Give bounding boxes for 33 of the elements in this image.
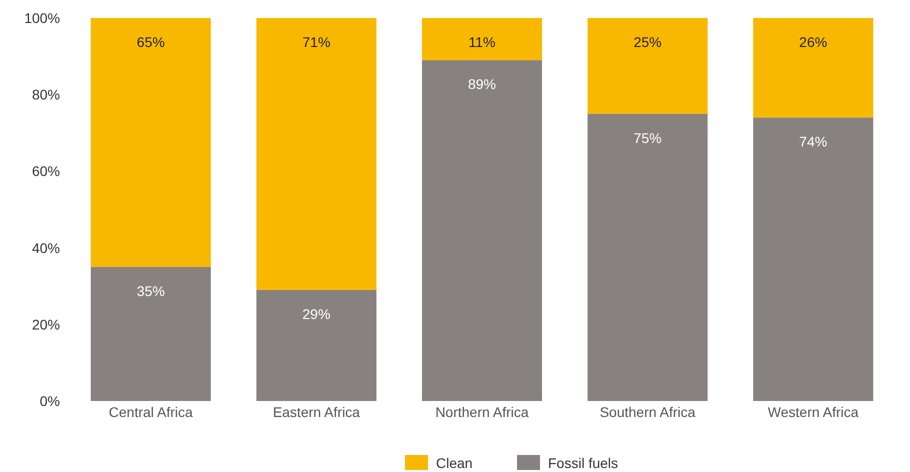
x-tick-label: Central Africa	[108, 404, 194, 420]
legend-label: Fossil fuels	[548, 455, 618, 471]
text: 89%	[468, 76, 496, 92]
bar	[256, 18, 376, 290]
bar	[753, 18, 874, 118]
y-tick-label: 0%	[40, 393, 60, 409]
y-tick-label: 100%	[24, 10, 60, 26]
text: 75%	[634, 130, 662, 146]
bar	[422, 18, 542, 60]
bar	[422, 60, 542, 401]
x-tick-label: Western Africa	[768, 404, 859, 420]
text: 29%	[302, 306, 330, 322]
bar	[588, 114, 708, 401]
bar	[90, 18, 211, 267]
text: 35%	[136, 282, 165, 299]
text: 25%	[634, 34, 662, 50]
bar	[90, 266, 211, 401]
y-tick-label: 40%	[32, 240, 60, 256]
text: 11%	[468, 34, 496, 50]
bar	[588, 18, 708, 114]
x-tick-label: Northern Africa	[435, 404, 529, 420]
text: 65%	[136, 34, 165, 50]
text: 26%	[799, 34, 828, 50]
bar	[753, 118, 874, 401]
x-tick-label: Eastern Africa	[272, 404, 360, 420]
text: 74%	[799, 134, 828, 150]
y-tick-label: 80%	[32, 86, 60, 103]
legend-label: Clean	[436, 455, 473, 471]
x-tick-label: Southern Africa	[600, 404, 696, 420]
y-tick-label: 20%	[32, 316, 60, 332]
bar	[256, 290, 376, 401]
text: 71%	[302, 34, 330, 50]
y-tick-label: 60%	[32, 163, 60, 180]
